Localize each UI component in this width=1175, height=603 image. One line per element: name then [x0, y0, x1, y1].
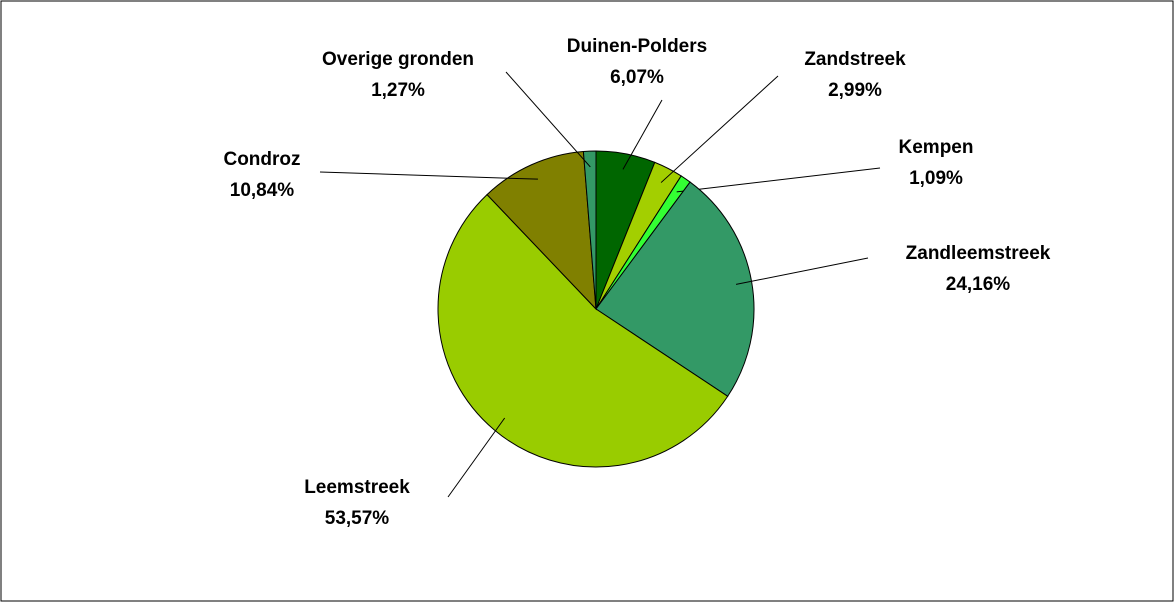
slice-value-label: 2,99% — [828, 80, 882, 101]
slice-label: Zandstreek — [804, 49, 906, 70]
slice-label: Leemstreek — [304, 477, 410, 498]
slice-value-label: 24,16% — [946, 274, 1011, 295]
slice-label: Kempen — [899, 137, 974, 158]
leader-line — [505, 71, 591, 168]
pie-slice — [582, 150, 597, 310]
slice-label: Condroz — [223, 149, 300, 170]
leader-line — [660, 75, 779, 183]
slice-value-label: 1,09% — [909, 168, 963, 189]
slice-label: Overige gronden — [322, 49, 474, 70]
leader-line — [676, 167, 881, 193]
slice-value-label: 53,57% — [325, 508, 390, 529]
pie-slice — [437, 193, 729, 468]
slice-value-label: 1,27% — [371, 80, 425, 101]
leader-line — [622, 99, 663, 170]
leader-line — [735, 257, 869, 285]
pie-slice — [486, 150, 597, 311]
leader-line — [447, 417, 506, 498]
leader-line — [319, 171, 538, 180]
slice-value-label: 6,07% — [610, 67, 664, 88]
slice-label: Duinen-Polders — [567, 36, 707, 57]
slice-label: Zandleemstreek — [906, 243, 1051, 264]
slice-value-label: 10,84% — [230, 180, 295, 201]
